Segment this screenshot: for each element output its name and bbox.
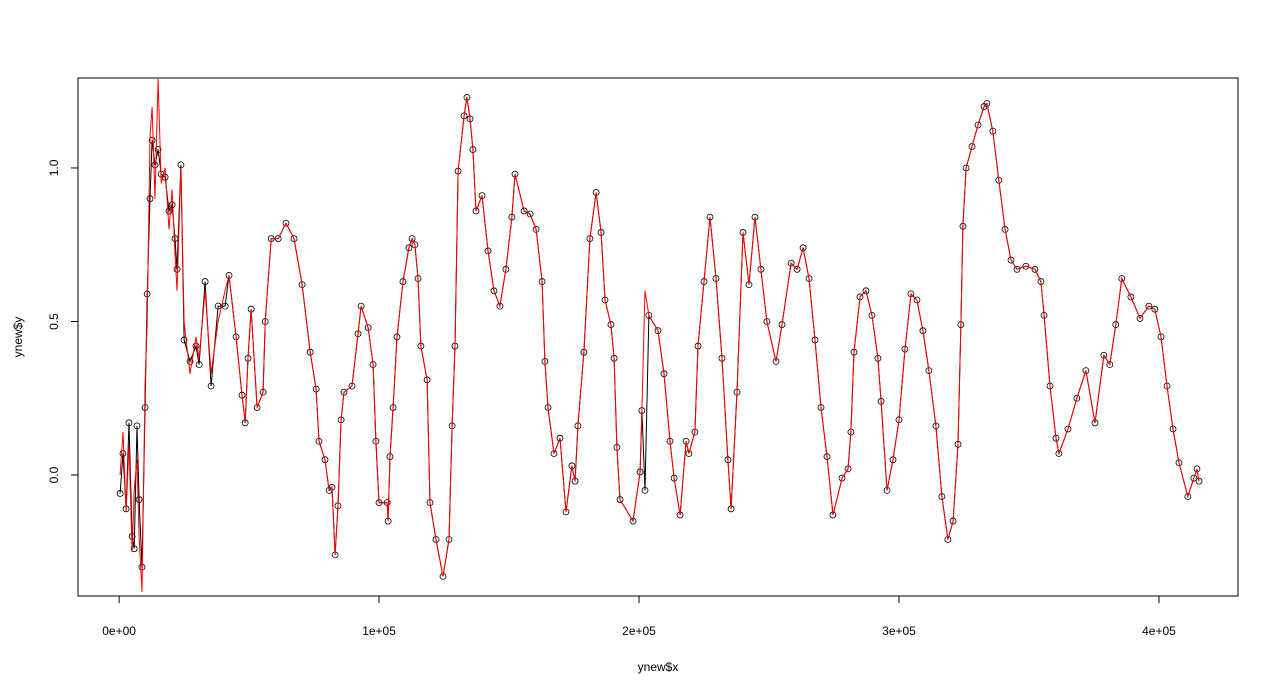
- point: [192, 342, 200, 350]
- point: [1064, 425, 1072, 433]
- point: [133, 422, 141, 430]
- y-tick-label: 0.5: [47, 313, 61, 330]
- point: [1175, 459, 1183, 467]
- x-tick-label: 2e+05: [622, 624, 656, 638]
- point: [974, 121, 982, 129]
- point: [1082, 367, 1090, 375]
- point: [1184, 493, 1192, 500]
- series-line: [119, 78, 1200, 592]
- point: [165, 207, 173, 215]
- point: [983, 100, 991, 107]
- point: [282, 219, 290, 227]
- point: [1195, 477, 1203, 485]
- series-line: [119, 97, 1200, 577]
- point: [125, 419, 133, 427]
- point: [221, 302, 229, 310]
- point: [1127, 293, 1135, 301]
- y-axis-title: ynew$y: [11, 317, 25, 358]
- point: [154, 146, 162, 153]
- point: [135, 496, 143, 503]
- point: [119, 450, 127, 457]
- point: [1031, 265, 1039, 273]
- y-tick-label: 0.0: [47, 466, 61, 483]
- x-tick-label: 1e+05: [362, 624, 396, 638]
- point: [1145, 302, 1153, 310]
- point: [195, 361, 203, 368]
- x-tick-label: 0e+00: [102, 624, 136, 638]
- point: [148, 136, 156, 144]
- point: [207, 382, 215, 390]
- point: [862, 287, 870, 295]
- point: [793, 265, 801, 273]
- point: [1190, 474, 1198, 482]
- point: [1151, 305, 1159, 313]
- point: [405, 244, 413, 252]
- point: [201, 278, 209, 285]
- point: [1136, 315, 1144, 322]
- point: [173, 265, 181, 273]
- point: [1073, 394, 1081, 402]
- point: [168, 201, 176, 209]
- point: [799, 244, 807, 252]
- point: [526, 210, 534, 218]
- point: [180, 336, 188, 344]
- x-axis-title: ynew$x: [638, 660, 679, 674]
- point: [130, 545, 138, 553]
- point: [146, 195, 154, 203]
- point: [408, 235, 416, 242]
- point: [1013, 265, 1021, 273]
- point: [641, 486, 649, 494]
- point: [116, 490, 124, 497]
- point: [685, 450, 693, 457]
- x-tick-label: 3e+05: [882, 624, 916, 638]
- point: [151, 161, 159, 169]
- point: [1022, 262, 1030, 270]
- plot-box: [77, 77, 1239, 597]
- point: [186, 358, 194, 365]
- point: [1055, 450, 1063, 457]
- y-tick-label: 1.0: [47, 159, 61, 176]
- point: [520, 207, 528, 215]
- point: [968, 143, 976, 150]
- point: [838, 474, 846, 482]
- point: [1007, 256, 1015, 264]
- point: [171, 235, 179, 242]
- point: [177, 161, 185, 169]
- x-tick-label: 4e+05: [1142, 624, 1176, 638]
- point: [913, 296, 921, 304]
